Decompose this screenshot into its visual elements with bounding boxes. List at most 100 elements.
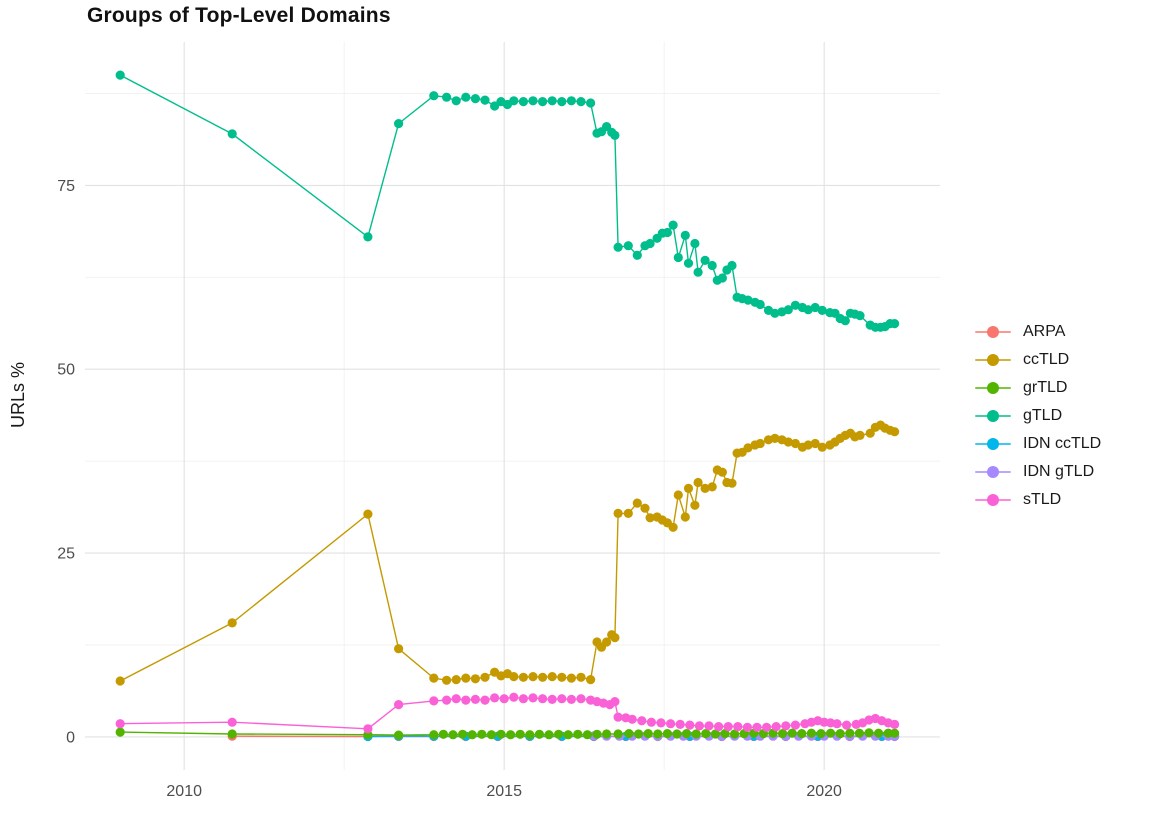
series-point <box>461 92 471 102</box>
series-point <box>627 714 637 724</box>
x-tick-label: 2020 <box>806 783 842 800</box>
series-point <box>515 729 525 739</box>
series-point <box>680 512 690 522</box>
series-point <box>865 428 875 438</box>
series-point <box>733 722 743 732</box>
series-point <box>566 673 577 683</box>
series-point <box>557 694 567 704</box>
series-point <box>666 719 676 729</box>
series-point <box>442 92 452 102</box>
series-point <box>710 729 721 739</box>
series-point <box>394 730 404 740</box>
series-point <box>470 674 480 684</box>
series-point <box>727 260 737 271</box>
legend-item-label: gTLD <box>1023 407 1063 424</box>
series-point <box>770 433 780 443</box>
series-point <box>477 729 487 739</box>
series-point <box>613 242 623 252</box>
series-point <box>845 728 855 738</box>
series-point <box>817 442 827 452</box>
series-point <box>632 250 642 260</box>
series-point <box>610 130 620 140</box>
series-point <box>227 618 237 628</box>
series-point <box>717 467 728 477</box>
series-point <box>771 722 781 732</box>
series-point <box>582 730 593 740</box>
series-point <box>840 316 850 326</box>
series-point <box>864 728 874 738</box>
series-point <box>429 673 439 683</box>
series-point <box>790 720 801 730</box>
legend-key-icon <box>975 494 1011 506</box>
series-point <box>486 730 496 740</box>
series-point <box>855 311 865 321</box>
legend-item-label: ARPA <box>1023 323 1066 340</box>
series-point <box>810 438 820 449</box>
series-point <box>602 729 612 739</box>
series-point <box>525 730 535 740</box>
series-point <box>451 675 461 685</box>
series-point <box>576 97 586 107</box>
series-point <box>538 672 548 682</box>
series-point <box>458 729 468 739</box>
y-tick-label: 25 <box>57 546 75 563</box>
series-point <box>461 695 471 705</box>
series-point <box>842 720 852 730</box>
series-point <box>528 672 538 682</box>
series-point <box>442 695 452 705</box>
series-point <box>490 693 500 703</box>
series-point <box>883 728 893 738</box>
series-point <box>227 717 237 727</box>
gridlines-major <box>85 42 940 770</box>
series-point <box>826 728 836 738</box>
series-point <box>770 308 780 318</box>
series-point <box>890 719 900 730</box>
series-point <box>690 500 700 510</box>
series-point <box>832 719 842 729</box>
series-point <box>613 729 623 739</box>
series-point <box>528 96 538 106</box>
series-point <box>610 633 620 643</box>
series-point <box>429 91 439 101</box>
gridlines-minor <box>85 42 940 770</box>
series-point <box>470 94 480 104</box>
series-point <box>538 97 548 107</box>
series-point <box>787 728 797 738</box>
series-point <box>467 730 477 740</box>
legend-item-arpa: ARPA <box>975 322 1101 342</box>
series-point <box>509 692 519 702</box>
series-point <box>554 729 564 739</box>
series-point <box>890 728 900 738</box>
series-point <box>506 730 516 740</box>
series-point <box>803 305 813 315</box>
legend: ARPA ccTLD grTLD gTLD IDN ccTLD IDN gTLD sTLD <box>975 322 1101 510</box>
series-point <box>816 729 826 739</box>
series-point <box>586 98 596 108</box>
series-point <box>701 729 711 739</box>
series-point <box>563 730 573 740</box>
series-point <box>624 729 634 739</box>
series-point <box>115 676 125 686</box>
series-point <box>586 675 596 685</box>
series-point <box>755 299 765 310</box>
series-point <box>509 672 519 682</box>
series-point <box>429 696 439 706</box>
series-grtld <box>115 727 900 740</box>
legend-key-icon <box>975 466 1011 478</box>
series-point <box>538 694 548 704</box>
series-layer <box>115 70 900 742</box>
legend-key-icon <box>975 410 1011 422</box>
x-tick-label: 2015 <box>486 783 522 800</box>
series-point <box>623 508 633 518</box>
series-point <box>646 717 657 727</box>
series-point <box>683 483 694 493</box>
series-point <box>645 238 655 249</box>
series-point <box>673 490 683 500</box>
series-point <box>743 443 753 453</box>
legend-key-icon <box>975 382 1011 394</box>
series-point <box>496 729 506 739</box>
series-point <box>781 721 791 731</box>
series-point <box>490 101 500 111</box>
series-point <box>720 729 730 739</box>
series-point <box>668 522 678 532</box>
